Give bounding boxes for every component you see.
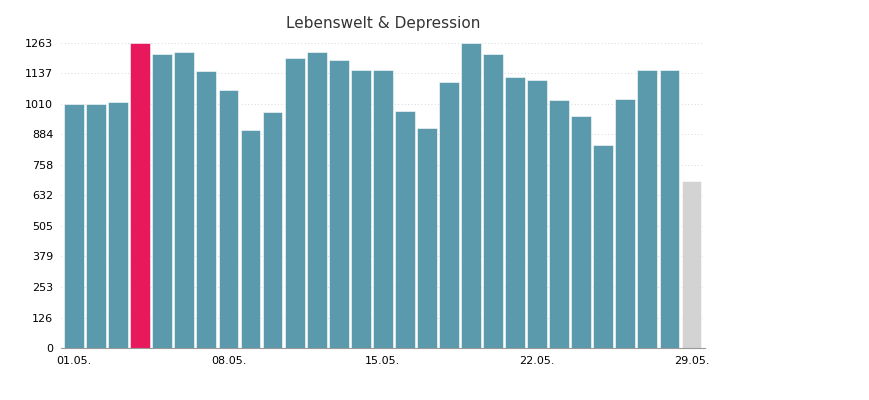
Bar: [416, 128, 436, 348]
Bar: [130, 42, 150, 348]
Bar: [439, 82, 458, 348]
Bar: [505, 77, 524, 348]
Bar: [593, 145, 613, 348]
Bar: [571, 116, 590, 348]
Bar: [152, 54, 172, 348]
Bar: [659, 70, 679, 348]
Bar: [218, 90, 238, 348]
Bar: [328, 60, 348, 348]
Legend: eindeutige Besucher, bester Tag, heutiger Tag: eindeutige Besucher, bester Tag, heutige…: [207, 398, 558, 400]
Bar: [86, 104, 106, 348]
Bar: [395, 111, 415, 348]
Bar: [175, 52, 194, 348]
Bar: [350, 70, 370, 348]
Bar: [461, 42, 481, 348]
Bar: [548, 100, 568, 348]
Bar: [680, 181, 700, 348]
Bar: [64, 104, 84, 348]
Bar: [262, 112, 282, 348]
Bar: [373, 70, 392, 348]
Bar: [241, 130, 260, 348]
Bar: [527, 80, 547, 348]
Bar: [307, 52, 326, 348]
Text: Lebenswelt & Depression: Lebenswelt & Depression: [285, 16, 480, 31]
Bar: [482, 54, 502, 348]
Bar: [614, 99, 634, 348]
Bar: [637, 70, 657, 348]
Bar: [284, 58, 304, 348]
Bar: [196, 71, 216, 348]
Bar: [108, 102, 128, 348]
